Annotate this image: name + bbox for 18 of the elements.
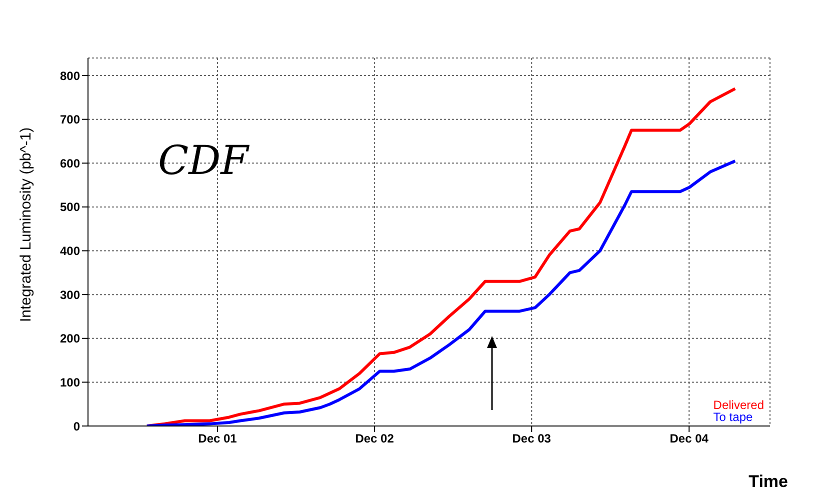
y-tick-label: 600 [60, 156, 80, 170]
y-tick-label: 800 [60, 68, 80, 83]
x-tick-label: Dec 02 [355, 432, 394, 446]
y-tick-label: 300 [60, 288, 80, 302]
x-tick-label: Dec 04 [670, 432, 709, 446]
text: To tape [713, 410, 754, 424]
annotation: CDF [158, 138, 248, 184]
y-tick-label: 500 [60, 200, 80, 214]
y-tick-label: 0 [73, 419, 80, 434]
y-tick-label: 400 [60, 244, 80, 258]
y-tick-label: 200 [60, 332, 80, 346]
y-axis-title: Integrated Luminosity (pb^-1) [17, 127, 34, 322]
y-tick-label: 100 [60, 375, 80, 390]
x-axis-title: Time [748, 472, 788, 491]
text: Delivered [713, 398, 764, 412]
x-tick-label: Dec 01 [198, 432, 238, 446]
x-tick-label: Dec 03 [512, 432, 552, 446]
y-tick-label: 700 [60, 112, 80, 127]
